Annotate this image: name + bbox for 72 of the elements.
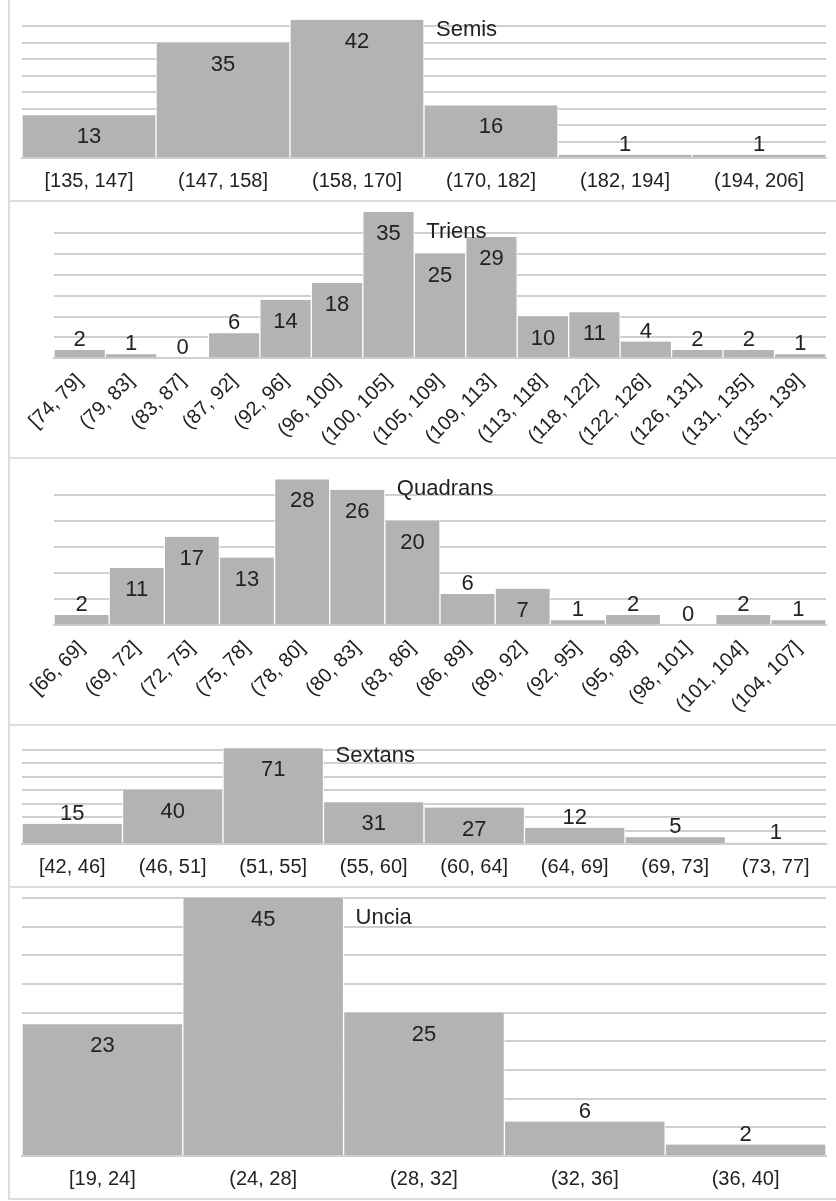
x-tick-label: (55, 60]: [339, 854, 408, 877]
data-label: 11: [125, 576, 149, 602]
x-tick-label: [135, 147]: [44, 168, 134, 191]
chart-title: Semis: [436, 16, 498, 41]
data-label: 1: [794, 330, 807, 356]
chart-title: Sextans: [335, 742, 415, 767]
data-label: 5: [669, 813, 682, 839]
data-label: 2: [742, 325, 755, 351]
x-tick-label: (182, 194]: [579, 168, 671, 191]
data-label: 2: [737, 590, 750, 616]
data-label: 42: [344, 27, 370, 53]
data-label: 1: [571, 596, 584, 622]
data-label: 4: [639, 317, 652, 343]
data-label: 27: [462, 815, 487, 841]
data-label: 35: [376, 220, 401, 245]
data-label: 0: [176, 334, 189, 360]
x-tick-label: (28, 32]: [390, 1166, 458, 1189]
data-label: 15: [60, 799, 85, 825]
data-label: 11: [582, 320, 606, 346]
data-label: 16: [478, 113, 504, 139]
data-label: 1: [125, 330, 138, 356]
data-label: 6: [461, 570, 474, 596]
data-label: 29: [479, 245, 504, 271]
x-tick-label: (147, 158]: [177, 168, 269, 191]
chart-title: Quadrans: [396, 475, 494, 500]
x-tick-label: (32, 36]: [550, 1166, 619, 1189]
x-tick-label: [19, 24]: [69, 1166, 136, 1189]
data-label: 20: [400, 529, 425, 555]
data-label: 1: [792, 596, 805, 622]
data-label: 40: [160, 798, 185, 823]
data-label: 2: [739, 1120, 752, 1146]
x-tick-label: (73, 77]: [741, 854, 810, 877]
x-tick-label: (51, 55]: [239, 854, 308, 877]
data-label: 2: [691, 325, 704, 351]
x-tick-label: (158, 170]: [311, 168, 403, 191]
data-label: 6: [578, 1097, 591, 1123]
x-tick-label: (69, 73]: [641, 854, 710, 877]
x-tick-label: (194, 206]: [713, 168, 805, 191]
data-label: 14: [273, 307, 298, 333]
data-label: 6: [228, 309, 241, 335]
data-label: 1: [769, 818, 782, 844]
data-label: 71: [261, 756, 286, 782]
data-label: 17: [179, 544, 205, 570]
data-label: 28: [289, 487, 315, 513]
data-label: 25: [411, 1020, 437, 1046]
data-label: 0: [682, 601, 695, 627]
x-tick-label: (170, 182]: [445, 168, 537, 191]
data-label: 2: [75, 590, 88, 616]
data-label: 18: [324, 291, 350, 317]
data-label: 1: [618, 130, 632, 156]
chart-title: Uncia: [355, 904, 413, 929]
data-label: 2: [73, 325, 86, 351]
data-label: 45: [250, 906, 276, 931]
data-label: 7: [516, 596, 529, 622]
x-tick-label: [42, 46]: [38, 854, 106, 877]
data-label: 35: [210, 50, 236, 76]
data-label: 10: [530, 324, 556, 350]
data-label: 26: [345, 497, 370, 523]
data-label: 31: [361, 810, 386, 836]
data-label: 13: [234, 565, 260, 591]
data-label: 12: [562, 803, 587, 829]
x-tick-label: (60, 64]: [440, 854, 509, 877]
data-label: 25: [427, 261, 453, 287]
data-label: 1: [752, 130, 766, 156]
x-tick-label: (46, 51]: [138, 854, 207, 877]
data-label: 2: [626, 590, 640, 616]
x-tick-label: (36, 40]: [711, 1166, 780, 1189]
chart-title: Triens: [426, 218, 487, 243]
data-label: 13: [76, 123, 102, 149]
data-label: 23: [90, 1032, 115, 1058]
x-tick-label: (24, 28]: [229, 1166, 298, 1189]
x-tick-label: (64, 69]: [540, 854, 609, 877]
